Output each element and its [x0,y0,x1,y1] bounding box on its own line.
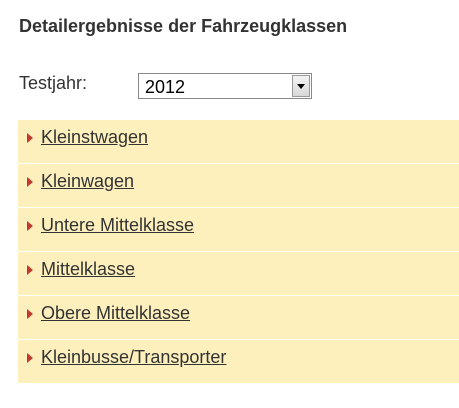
class-link[interactable]: Obere Mittelklasse [41,303,191,323]
class-list: Kleinstwagen Kleinwagen Untere Mittelklass… [18,120,459,383]
class-item: Kleinwagen [18,164,459,208]
class-item: Kleinbusse/Transporter [18,340,459,383]
class-link[interactable]: Kleinbusse/Transporter [41,347,227,367]
filter-label: Testjahr: [19,73,88,93]
class-item: Untere Mittelklasse [18,208,459,252]
class-item: Mittelklasse [18,252,459,296]
class-item: Obere Mittelklasse [18,296,459,340]
class-link[interactable]: Untere Mittelklasse [41,215,195,235]
class-link[interactable]: Kleinwagen [41,171,135,191]
class-item: Kleinstwagen [18,120,459,164]
year-select[interactable]: 2012 [138,73,312,99]
selected-year: 2012 [145,77,186,97]
class-link[interactable]: Kleinstwagen [41,127,149,147]
class-link[interactable]: Mittelklasse [41,259,136,279]
dropdown-button[interactable] [292,75,310,97]
section-title: Detailergebnisse der Fahrzeugklassen [19,16,348,36]
